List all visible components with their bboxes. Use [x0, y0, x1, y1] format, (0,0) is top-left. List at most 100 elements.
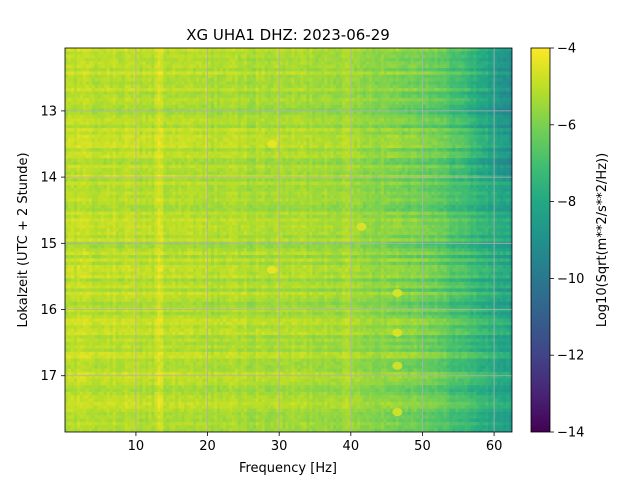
heatmap-cell: [85, 134, 90, 139]
heatmap-cell: [228, 134, 233, 139]
heatmap-cell: [73, 58, 78, 62]
heatmap-cell: [303, 54, 307, 59]
heatmap-cell: [422, 148, 426, 152]
heatmap-cell: [482, 58, 486, 62]
heatmap-cell: [79, 138, 84, 142]
heatmap-cell: [214, 51, 218, 56]
heatmap-cell: [136, 141, 140, 146]
heatmap-cell: [91, 151, 96, 156]
heatmap-cell: [228, 101, 233, 106]
heatmap-cell: [282, 88, 286, 92]
heatmap-cell: [208, 101, 212, 106]
heatmap-cell: [368, 104, 373, 109]
heatmap-cell: [312, 124, 316, 129]
heatmap-cell: [237, 48, 242, 52]
heatmap-cell: [160, 101, 164, 106]
heatmap-cell: [88, 101, 93, 106]
heatmap-cell: [82, 71, 87, 76]
heatmap-cell: [100, 131, 105, 136]
heatmap-cell: [363, 124, 367, 129]
heatmap-cell: [494, 121, 498, 126]
heatmap-cell: [127, 148, 131, 152]
heatmap-cell: [282, 104, 286, 109]
heatmap-cell: [267, 64, 272, 69]
heatmap-cell: [392, 81, 397, 86]
heatmap-cell: [327, 68, 331, 72]
heatmap-cell: [476, 71, 480, 76]
heatmap-cell: [389, 101, 394, 106]
heatmap-cell: [193, 81, 197, 86]
heatmap-cell: [395, 81, 400, 86]
heatmap-cell: [383, 131, 388, 136]
heatmap-cell: [282, 68, 286, 72]
heatmap-cell: [419, 118, 423, 122]
heatmap-cell: [395, 151, 400, 156]
heatmap-cell: [318, 68, 322, 72]
heatmap-cell: [181, 58, 185, 62]
heatmap-cell: [166, 84, 170, 89]
heatmap-cell: [208, 91, 212, 96]
heatmap-cell: [374, 118, 379, 122]
heatmap-cell: [312, 68, 316, 72]
heatmap-cell: [452, 51, 456, 56]
heatmap-cell: [142, 81, 146, 86]
heatmap-cell: [246, 88, 251, 92]
heatmap-cell: [222, 91, 227, 96]
heatmap-cell: [127, 104, 131, 109]
heatmap-cell: [142, 151, 146, 156]
heatmap-cell: [464, 138, 468, 142]
heatmap-cell: [109, 101, 114, 106]
heatmap-cell: [458, 78, 462, 82]
heatmap-cell: [255, 108, 260, 112]
heatmap-cell: [225, 94, 230, 99]
heatmap-cell: [327, 71, 331, 76]
heatmap-cell: [65, 91, 69, 96]
heatmap-cell: [395, 118, 400, 122]
heatmap-cell: [491, 131, 495, 136]
heatmap-cell: [94, 48, 99, 52]
heatmap-cell: [82, 74, 87, 79]
heatmap-cell: [309, 54, 313, 59]
heatmap-cell: [163, 64, 167, 69]
heatmap-cell: [500, 131, 504, 136]
heatmap-cell: [401, 78, 406, 82]
heatmap-cell: [196, 141, 200, 146]
heatmap-cell: [196, 58, 200, 62]
heatmap-cell: [205, 74, 209, 79]
heatmap-cell: [351, 151, 355, 156]
heatmap-cell: [479, 94, 483, 99]
heatmap-cell: [401, 131, 406, 136]
heatmap-cell: [315, 78, 319, 82]
heatmap-cell: [371, 48, 376, 52]
heatmap-cell: [410, 94, 415, 99]
heatmap-cell: [428, 121, 432, 126]
heatmap-cell: [112, 158, 117, 162]
heatmap-cell: [422, 134, 426, 139]
heatmap-cell: [73, 131, 78, 136]
heatmap-cell: [386, 74, 391, 79]
heatmap-cell: [234, 131, 239, 136]
heatmap-cell: [431, 138, 435, 142]
heatmap-cell: [273, 151, 277, 156]
heatmap-cell: [127, 114, 131, 119]
heatmap-cell: [79, 148, 84, 152]
heatmap-cell: [371, 121, 376, 126]
heatmap-cell: [306, 131, 310, 136]
heatmap-cell: [291, 88, 295, 92]
heatmap-cell: [184, 88, 188, 92]
heatmap-cell: [106, 128, 111, 132]
heatmap-cell: [249, 81, 254, 86]
heatmap-cell: [127, 74, 131, 79]
heatmap-cell: [306, 118, 310, 122]
heatmap-cell: [368, 58, 373, 62]
heatmap-cell: [252, 58, 257, 62]
heatmap-cell: [395, 94, 400, 99]
heatmap-cell: [187, 134, 191, 139]
heatmap-cell: [148, 128, 152, 132]
heatmap-cell: [109, 148, 114, 152]
heatmap-cell: [136, 98, 140, 102]
heatmap-cell: [306, 54, 310, 59]
heatmap-cell: [127, 81, 131, 86]
heatmap-cell: [288, 101, 292, 106]
heatmap-cell: [142, 141, 146, 146]
